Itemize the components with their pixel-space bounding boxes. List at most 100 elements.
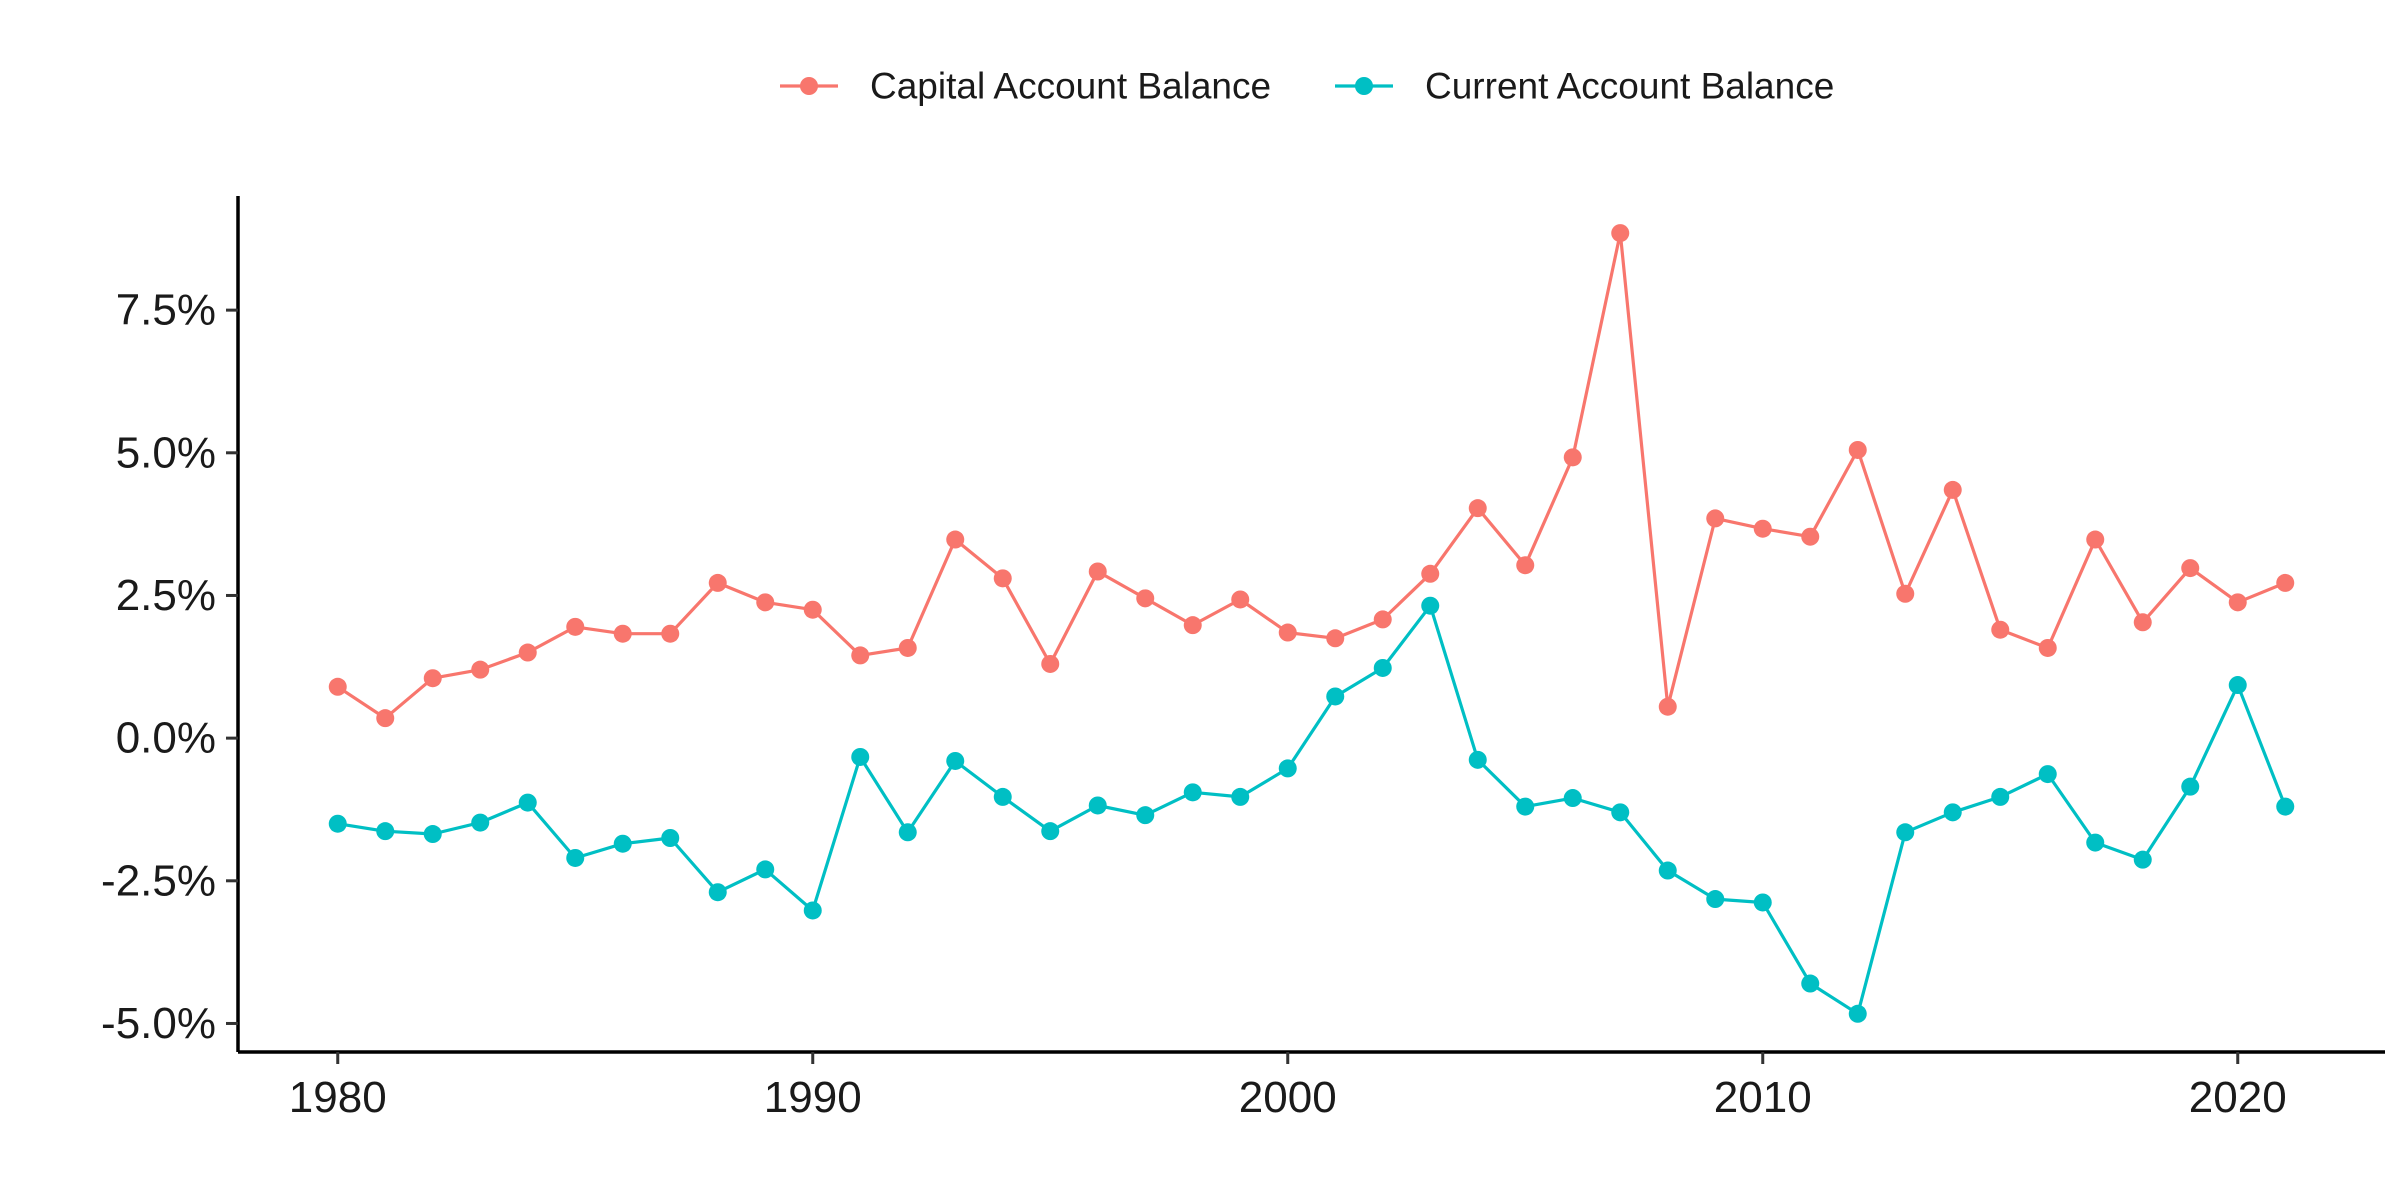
data-point <box>1848 1004 1867 1023</box>
data-point <box>1706 890 1725 909</box>
data-point <box>708 573 727 592</box>
series-capital-account-balance <box>328 224 2295 728</box>
data-point <box>1326 629 1345 648</box>
series-layer <box>328 224 2295 1023</box>
legend-item: Capital Account Balance <box>780 66 1271 107</box>
data-point <box>1278 759 1297 778</box>
data-point <box>1611 224 1630 243</box>
data-point <box>1373 658 1392 677</box>
data-point <box>1991 787 2010 806</box>
data-point <box>376 709 395 728</box>
y-tick-label: 2.5% <box>116 571 216 620</box>
axes: -5.0% -2.5% 0.0% 2.5% 5.0% 7.5% 1980 1990 2000 20… <box>101 196 2385 1122</box>
data-point <box>518 793 537 812</box>
data-point <box>1041 822 1060 841</box>
data-point <box>898 638 917 657</box>
data-point <box>1136 589 1155 608</box>
data-point <box>1563 789 1582 808</box>
data-point <box>851 646 870 665</box>
series-current-account-balance <box>328 596 2295 1023</box>
data-point <box>2133 850 2152 869</box>
data-point <box>1468 499 1487 518</box>
data-point <box>2181 559 2200 578</box>
y-tick-label: 7.5% <box>116 286 216 335</box>
data-point <box>1088 796 1107 815</box>
x-tick-label: 2000 <box>1239 1073 1337 1122</box>
data-point <box>2228 676 2247 695</box>
x-tick-label: 1990 <box>764 1073 862 1122</box>
data-point <box>993 569 1012 588</box>
legend-key-point <box>1355 77 1373 95</box>
data-point <box>1658 697 1677 716</box>
legend-label: Capital Account Balance <box>870 66 1271 107</box>
data-point <box>803 901 822 920</box>
data-point <box>803 600 822 619</box>
data-point <box>2038 765 2057 784</box>
data-point <box>1326 687 1345 706</box>
data-point <box>993 787 1012 806</box>
data-point <box>2181 777 2200 796</box>
data-point <box>328 677 347 696</box>
y-tick-label: 0.0% <box>116 714 216 763</box>
data-point <box>566 617 585 636</box>
x-tick-label: 2010 <box>1714 1073 1812 1122</box>
data-point <box>1468 750 1487 769</box>
legend: Capital Account Balance Current Account B… <box>780 66 1834 107</box>
y-tick-label: -2.5% <box>101 856 216 905</box>
data-point <box>376 822 395 841</box>
y-tick-label: 5.0% <box>116 428 216 477</box>
legend-key-point <box>800 77 818 95</box>
data-point <box>566 848 585 867</box>
data-point <box>2276 573 2295 592</box>
data-point <box>2086 833 2105 852</box>
data-point <box>1088 562 1107 581</box>
data-point <box>1421 596 1440 615</box>
data-point <box>1848 440 1867 459</box>
data-point <box>423 669 442 688</box>
data-point <box>756 860 775 879</box>
data-point <box>898 823 917 842</box>
data-point <box>946 751 965 770</box>
data-point <box>1516 797 1535 816</box>
x-tick-label: 2020 <box>2189 1073 2287 1122</box>
data-point <box>1516 556 1535 575</box>
data-point <box>1896 584 1915 603</box>
data-point <box>1278 623 1297 642</box>
data-point <box>613 624 632 643</box>
data-point <box>1658 861 1677 880</box>
data-point <box>708 883 727 902</box>
data-point <box>756 593 775 612</box>
data-point <box>328 814 347 833</box>
y-tick-label: -5.0% <box>101 999 216 1048</box>
data-point <box>423 825 442 844</box>
data-point <box>946 530 965 549</box>
data-point <box>1041 654 1060 673</box>
data-point <box>471 660 490 679</box>
data-point <box>2276 797 2295 816</box>
data-point <box>1183 783 1202 802</box>
data-point <box>661 624 680 643</box>
data-point <box>851 747 870 766</box>
legend-label: Current Account Balance <box>1425 66 1834 107</box>
data-point <box>1943 803 1962 822</box>
data-point <box>1421 564 1440 583</box>
data-point <box>1373 610 1392 629</box>
data-point <box>1801 974 1820 993</box>
data-point <box>1563 448 1582 467</box>
data-point <box>1991 620 2010 639</box>
data-point <box>613 834 632 853</box>
data-point <box>1706 509 1725 528</box>
x-tick-label: 1980 <box>289 1073 387 1122</box>
data-point <box>1231 787 1250 806</box>
legend-item: Current Account Balance <box>1335 66 1834 107</box>
data-point <box>471 813 490 832</box>
data-point <box>1896 823 1915 842</box>
data-point <box>2133 613 2152 632</box>
data-point <box>2086 530 2105 549</box>
data-point <box>1183 616 1202 635</box>
data-point <box>2038 638 2057 657</box>
data-point <box>1231 590 1250 609</box>
data-point <box>1753 893 1772 912</box>
